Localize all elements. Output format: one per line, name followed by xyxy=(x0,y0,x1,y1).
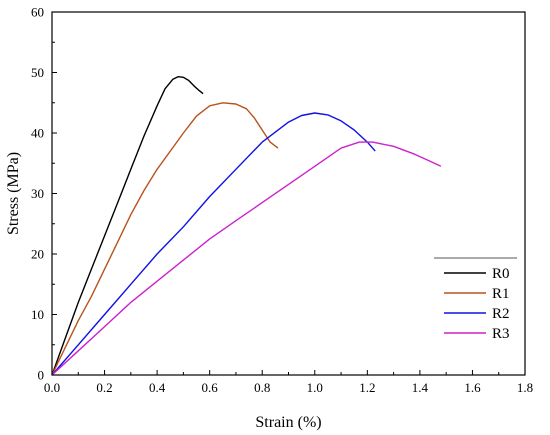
x-tick-label: 0.6 xyxy=(202,380,219,395)
x-tick-label: 1.2 xyxy=(359,380,375,395)
legend-label-r0: R0 xyxy=(492,266,510,282)
x-tick-label: 0.4 xyxy=(149,380,166,395)
x-tick-label: 0.0 xyxy=(44,380,60,395)
y-tick-label: 0 xyxy=(38,368,45,383)
series-line-r3 xyxy=(51,141,442,376)
legend-label-r3: R3 xyxy=(492,326,510,342)
plot-frame xyxy=(51,11,526,376)
series-layer xyxy=(51,75,442,376)
axes-layer: 0.0 0.2 0.4 0.6 0.8 1.0 1.2 1.4 1.6 1.8 0 10 20 30 40 5… xyxy=(31,5,533,396)
y-axis-title: Stress (MPa) xyxy=(5,152,22,235)
legend: R0 R1 R2 R3 xyxy=(434,257,517,342)
x-axis-title: Strain (%) xyxy=(255,414,321,431)
x-tick-label: 1.0 xyxy=(307,380,323,395)
y-tick-label: 50 xyxy=(31,65,44,80)
legend-label-r1: R1 xyxy=(492,286,510,302)
y-tick-label: 60 xyxy=(31,5,44,20)
x-tick-label: 1.8 xyxy=(517,380,533,395)
x-tick-label: 0.8 xyxy=(254,380,270,395)
y-tick-label: 40 xyxy=(31,126,44,141)
y-tick-label: 10 xyxy=(31,307,44,322)
x-tick-label: 1.6 xyxy=(464,380,481,395)
series-line-r2 xyxy=(51,112,376,376)
y-tick-label: 30 xyxy=(31,186,44,201)
legend-label-r2: R2 xyxy=(492,306,510,322)
series-line-r1 xyxy=(51,102,279,376)
y-tick-label: 20 xyxy=(31,247,44,262)
series-line-r0 xyxy=(51,75,204,376)
x-tick-label: 1.4 xyxy=(412,380,429,395)
x-tick-label: 0.2 xyxy=(96,380,112,395)
